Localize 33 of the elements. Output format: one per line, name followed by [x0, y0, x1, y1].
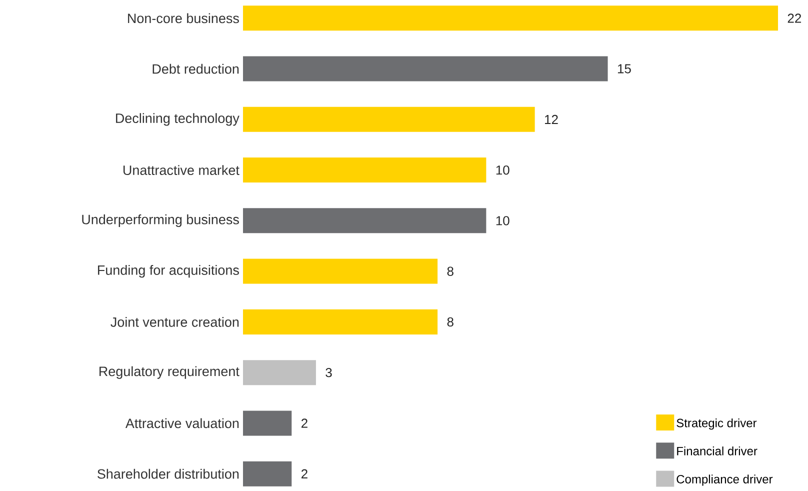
data-label: 8: [447, 317, 454, 327]
bar: [243, 208, 486, 234]
y-tick-label: Declining technology: [116, 113, 240, 126]
data-label: 3: [326, 368, 332, 378]
y-tick-label: Funding for acquisitions: [98, 265, 239, 278]
y-tick-label: Debt reduction: [152, 64, 239, 74]
bar: [243, 56, 608, 82]
data-label: 15: [618, 64, 631, 74]
bar: [243, 106, 535, 132]
bar: [243, 360, 316, 386]
legend-label: Financial driver: [677, 446, 758, 456]
y-tick-label: Shareholder distribution: [98, 468, 239, 479]
data-label: 2: [301, 469, 308, 478]
legend-label: Compliance driver: [676, 474, 773, 486]
data-label: 10: [496, 216, 510, 226]
bar: [243, 158, 486, 183]
y-tick-label: Joint venture creation: [110, 316, 239, 327]
data-label: 8: [447, 266, 454, 276]
data-label: 12: [545, 114, 558, 124]
bar: [243, 6, 778, 31]
bar: [243, 309, 438, 334]
y-tick-label: Non-core business: [128, 13, 239, 24]
data-label: 22: [788, 14, 802, 23]
y-tick-label: Attractive valuation: [125, 418, 239, 428]
bar: [243, 410, 292, 436]
bar: [243, 258, 438, 284]
y-tick-label: Unattractive market: [123, 165, 240, 176]
data-label: 2: [301, 418, 308, 428]
y-tick-label: Underperforming business: [82, 214, 239, 227]
y-tick-label: Regulatory requirement: [100, 366, 240, 379]
data-label: 10: [496, 165, 510, 175]
bar: [243, 461, 292, 486]
legend-label: Strategic driver: [676, 418, 757, 430]
